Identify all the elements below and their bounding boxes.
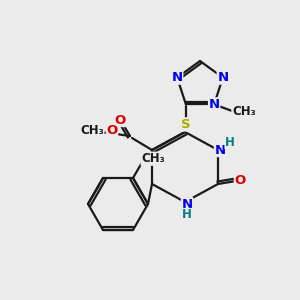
Text: CH₃: CH₃	[232, 105, 256, 119]
Text: N: N	[217, 71, 228, 84]
Text: O: O	[234, 173, 246, 187]
Text: S: S	[181, 118, 191, 131]
Text: N: N	[182, 197, 193, 211]
Text: H: H	[225, 136, 235, 148]
Text: H: H	[182, 208, 192, 221]
Text: N: N	[172, 71, 183, 84]
Text: N: N	[214, 143, 226, 157]
Text: N: N	[208, 98, 220, 111]
Text: O: O	[114, 113, 126, 127]
Text: O: O	[106, 124, 118, 137]
Text: CH₃: CH₃	[80, 124, 104, 136]
Text: CH₃: CH₃	[141, 152, 165, 165]
